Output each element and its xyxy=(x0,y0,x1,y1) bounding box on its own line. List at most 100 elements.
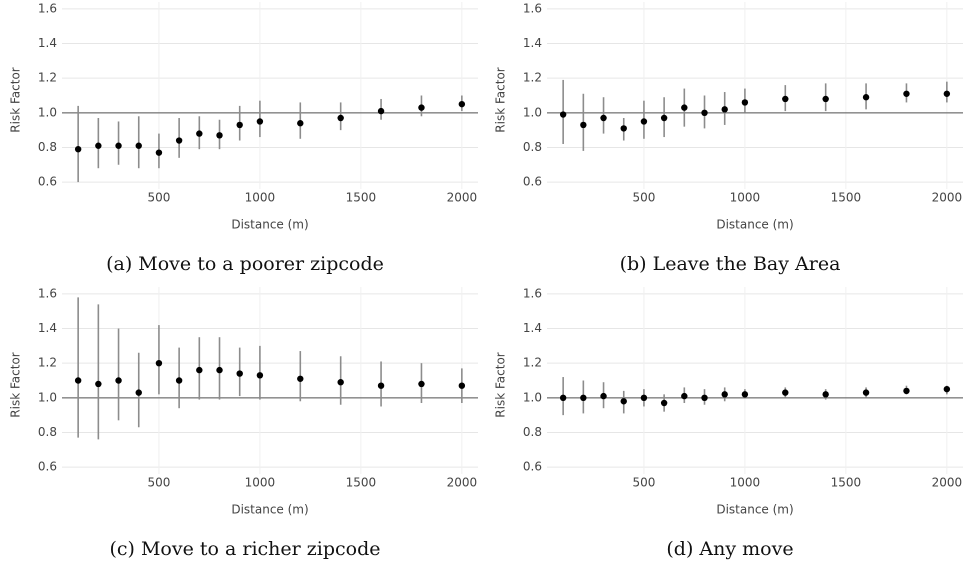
y-tick-label: 1.0 xyxy=(38,390,57,404)
point xyxy=(216,366,223,374)
point xyxy=(95,142,102,149)
point xyxy=(580,394,587,402)
panel: 0.6 0.8 1.0 1.2 1.4 1.6 500 1000 1500 2000 Distanc… xyxy=(9,1,478,275)
y-tick-label: 1.6 xyxy=(38,1,57,15)
panel: 0.6 0.8 1.0 1.2 1.4 1.6 500 1000 1500 2000 Distanc… xyxy=(9,286,478,560)
point xyxy=(377,382,385,389)
point xyxy=(559,394,567,402)
point xyxy=(943,90,951,97)
point xyxy=(903,387,910,395)
point xyxy=(903,90,910,97)
x-tick-label: 1000 xyxy=(245,191,276,205)
point xyxy=(115,377,122,384)
y-tick-label: 0.8 xyxy=(523,425,542,439)
point xyxy=(236,121,243,129)
caption: (b) Leave the Bay Area xyxy=(620,253,841,275)
y-tick-label: 1.4 xyxy=(38,321,57,335)
point xyxy=(681,104,688,111)
y-tick-label: 1.6 xyxy=(38,286,57,300)
point xyxy=(135,142,142,149)
panel: 0.6 0.8 1.0 1.2 1.4 1.6 500 1000 1500 2000 Distanc… xyxy=(494,1,963,275)
y-axis-label: Risk Factor xyxy=(494,67,508,132)
point xyxy=(256,372,264,379)
point xyxy=(862,389,870,396)
y-tick-label: 1.6 xyxy=(523,286,542,300)
x-tick-label: 2000 xyxy=(932,191,963,205)
point xyxy=(620,125,627,132)
point xyxy=(175,377,183,384)
point xyxy=(822,391,829,398)
y-tick-label: 0.8 xyxy=(523,140,542,154)
point xyxy=(458,100,466,108)
point xyxy=(115,142,122,149)
y-axis-label: Risk Factor xyxy=(9,67,23,132)
x-axis-label: Distance (m) xyxy=(716,503,793,517)
y-tick-label: 1.0 xyxy=(38,105,57,119)
point xyxy=(701,109,708,117)
y-tick-label: 0.6 xyxy=(38,175,57,189)
y-tick-label: 1.0 xyxy=(523,390,542,404)
x-tick-label: 500 xyxy=(147,191,170,205)
x-tick-label: 1000 xyxy=(730,191,761,205)
y-tick-label: 1.2 xyxy=(523,71,542,85)
point xyxy=(862,94,870,101)
point xyxy=(337,114,344,122)
x-tick-label: 500 xyxy=(632,476,655,490)
point xyxy=(580,121,587,129)
point xyxy=(196,366,203,374)
point xyxy=(822,95,829,103)
point xyxy=(620,398,627,405)
point xyxy=(640,394,648,402)
x-tick-label: 1000 xyxy=(245,476,276,490)
caption: (c) Move to a richer zipcode xyxy=(109,538,380,560)
y-tick-label: 0.8 xyxy=(38,140,57,154)
x-tick-label: 1500 xyxy=(346,191,377,205)
point xyxy=(741,391,749,398)
point xyxy=(741,99,749,106)
y-tick-label: 0.6 xyxy=(523,460,542,474)
point xyxy=(337,379,344,386)
caption: (d) Any move xyxy=(666,538,793,560)
panel: 0.6 0.8 1.0 1.2 1.4 1.6 500 1000 1500 2000 Distanc… xyxy=(494,286,963,560)
point xyxy=(721,391,728,398)
y-tick-label: 1.0 xyxy=(523,105,542,119)
y-axis-label: Risk Factor xyxy=(494,352,508,417)
point xyxy=(74,377,82,384)
point xyxy=(418,380,425,388)
x-tick-label: 1500 xyxy=(831,191,862,205)
point xyxy=(782,95,789,103)
point xyxy=(701,394,708,402)
point xyxy=(135,389,142,396)
point xyxy=(721,106,728,113)
point xyxy=(297,120,304,127)
y-axis-label: Risk Factor xyxy=(9,352,23,417)
point xyxy=(782,389,789,396)
point xyxy=(74,145,82,153)
x-tick-label: 1000 xyxy=(730,476,761,490)
y-tick-label: 0.8 xyxy=(38,425,57,439)
point xyxy=(236,370,243,377)
point xyxy=(196,130,203,137)
y-tick-label: 1.4 xyxy=(38,36,57,50)
y-tick-label: 1.4 xyxy=(523,36,542,50)
point xyxy=(458,382,466,389)
x-tick-label: 1500 xyxy=(346,476,377,490)
point xyxy=(660,114,668,122)
x-tick-label: 1500 xyxy=(831,476,862,490)
y-tick-label: 1.2 xyxy=(523,356,542,370)
y-tick-label: 1.2 xyxy=(38,356,57,370)
point xyxy=(256,118,264,125)
y-tick-label: 1.6 xyxy=(523,1,542,15)
point xyxy=(95,380,102,388)
point xyxy=(297,375,304,382)
x-tick-label: 500 xyxy=(632,191,655,205)
y-tick-label: 0.6 xyxy=(38,460,57,474)
point xyxy=(660,399,668,407)
point xyxy=(943,385,951,393)
x-tick-label: 2000 xyxy=(932,476,963,490)
point xyxy=(418,104,425,111)
y-tick-label: 1.2 xyxy=(38,71,57,85)
x-axis-label: Distance (m) xyxy=(231,503,308,517)
x-tick-label: 2000 xyxy=(447,476,478,490)
